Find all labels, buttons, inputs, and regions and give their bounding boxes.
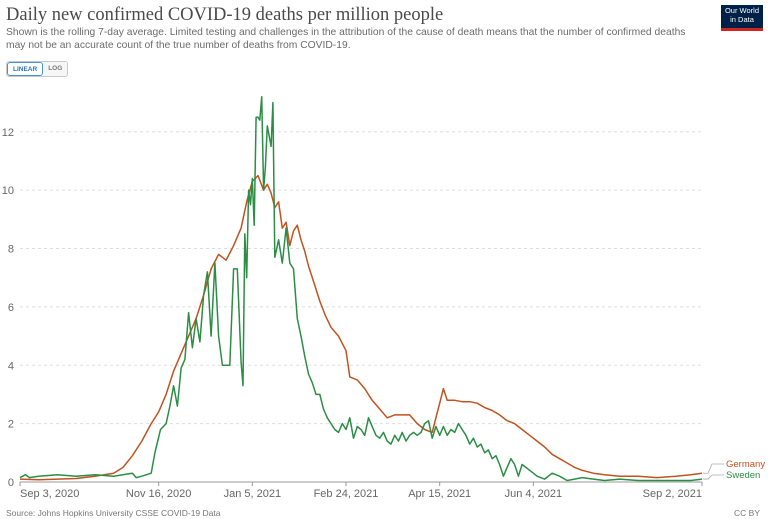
y-tick-label: 0 bbox=[8, 477, 14, 489]
y-tick-label: 4 bbox=[8, 360, 14, 372]
x-tick-label: Sep 2, 2021 bbox=[643, 488, 702, 500]
series-line-germany[interactable] bbox=[19, 174, 703, 481]
y-tick-label: 10 bbox=[2, 185, 14, 197]
legend-connector bbox=[703, 463, 724, 474]
x-tick-label: Feb 24, 2021 bbox=[314, 488, 379, 500]
x-tick-label: Apr 15, 2021 bbox=[408, 488, 471, 500]
source-note[interactable]: Source: Johns Hopkins University CSSE CO… bbox=[6, 508, 221, 518]
y-tick-label: 12 bbox=[2, 127, 14, 139]
logo-line-2: in Data bbox=[730, 14, 754, 24]
x-tick-label: Jan 5, 2021 bbox=[224, 488, 282, 500]
x-tick-label: Jun 4, 2021 bbox=[505, 488, 563, 500]
chart-subtitle: Shown is the rolling 7-day average. Limi… bbox=[6, 27, 686, 51]
y-tick-label: 6 bbox=[8, 302, 14, 314]
legend-label-sweden[interactable]: Sweden bbox=[726, 470, 760, 481]
chart-title: Daily new confirmed COVID-19 deaths per … bbox=[6, 5, 444, 25]
logo-line-1: Our World bbox=[724, 6, 760, 15]
x-tick-label: Sep 3, 2020 bbox=[20, 488, 79, 500]
x-tick-label: Nov 16, 2020 bbox=[126, 488, 191, 500]
legend-label-germany[interactable]: Germany bbox=[726, 459, 765, 470]
owid-logo[interactable]: Our World in Data bbox=[721, 5, 763, 31]
y-tick-label: 2 bbox=[8, 419, 14, 431]
scale-toggle: LINEAR LOG bbox=[6, 61, 69, 77]
y-tick-label: 8 bbox=[8, 244, 14, 256]
linear-scale-button[interactable]: LINEAR bbox=[7, 62, 44, 76]
log-scale-button[interactable]: LOG bbox=[43, 62, 68, 76]
license-label[interactable]: CC BY bbox=[734, 508, 760, 518]
legend-connector bbox=[703, 474, 724, 480]
series-line-sweden[interactable] bbox=[19, 96, 703, 482]
